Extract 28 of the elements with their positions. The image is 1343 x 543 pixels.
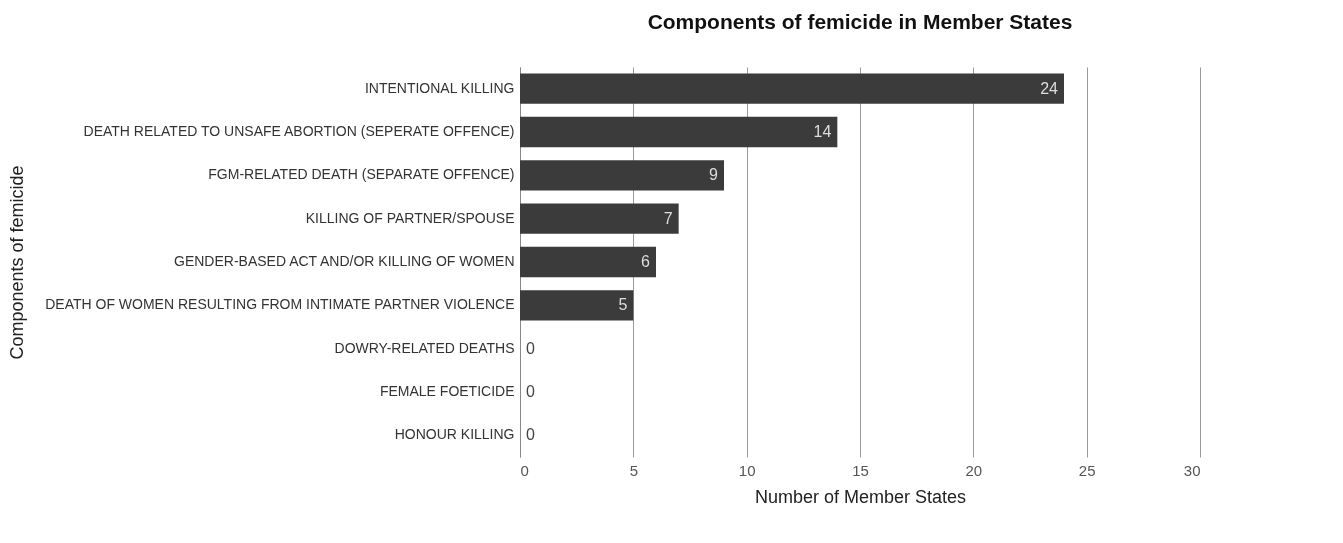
y-tick-label: DEATH OF WOMEN RESULTING FROM INTIMATE PARTNER VIOLENCE (45, 296, 515, 313)
data-label: 9 (709, 166, 719, 184)
y-tick-label: HONOUR KILLING (394, 426, 515, 443)
y-tick-label: DOWRY-RELATED DEATHS (334, 339, 515, 356)
x-tick-label: 20 (965, 461, 983, 479)
data-label: 0 (526, 383, 535, 400)
y-tick-label: FGM-RELATED DEATH (SEPARATE OFFENCE) (208, 166, 515, 183)
data-label: 7 (663, 209, 673, 227)
data-label: 0 (526, 339, 535, 357)
x-tick-label: 5 (629, 461, 639, 479)
y-tick-label: DEATH RELATED TO UNSAFE ABORTION (SEPERATE OFFENCE) (83, 123, 515, 139)
y-axis-title: Components of femicide (7, 165, 28, 360)
y-tick-label: KILLING OF PARTNER/SPOUSE (305, 209, 515, 226)
x-tick-label: 25 (1078, 461, 1096, 479)
x-axis-title: Number of Member States (754, 486, 967, 507)
data-label: 5 (618, 296, 628, 314)
data-label: 6 (641, 253, 651, 270)
x-tick-label: 30 (1183, 461, 1201, 479)
y-tick-label: INTENTIONAL KILLING (364, 79, 515, 96)
x-tick-label: 10 (738, 461, 756, 479)
y-tick-label: GENDER-BASED ACT AND/OR KILLING OF WOMEN (174, 253, 515, 269)
x-tick-label: 0 (520, 461, 529, 479)
data-label: 0 (526, 426, 535, 444)
x-tick-label: 15 (852, 461, 869, 479)
data-label: 14 (813, 123, 832, 140)
y-tick-label: FEMALE FOETICIDE (379, 383, 515, 399)
chart-title: Components of femicide in Member States (647, 10, 1073, 33)
data-label: 24 (1040, 79, 1059, 97)
